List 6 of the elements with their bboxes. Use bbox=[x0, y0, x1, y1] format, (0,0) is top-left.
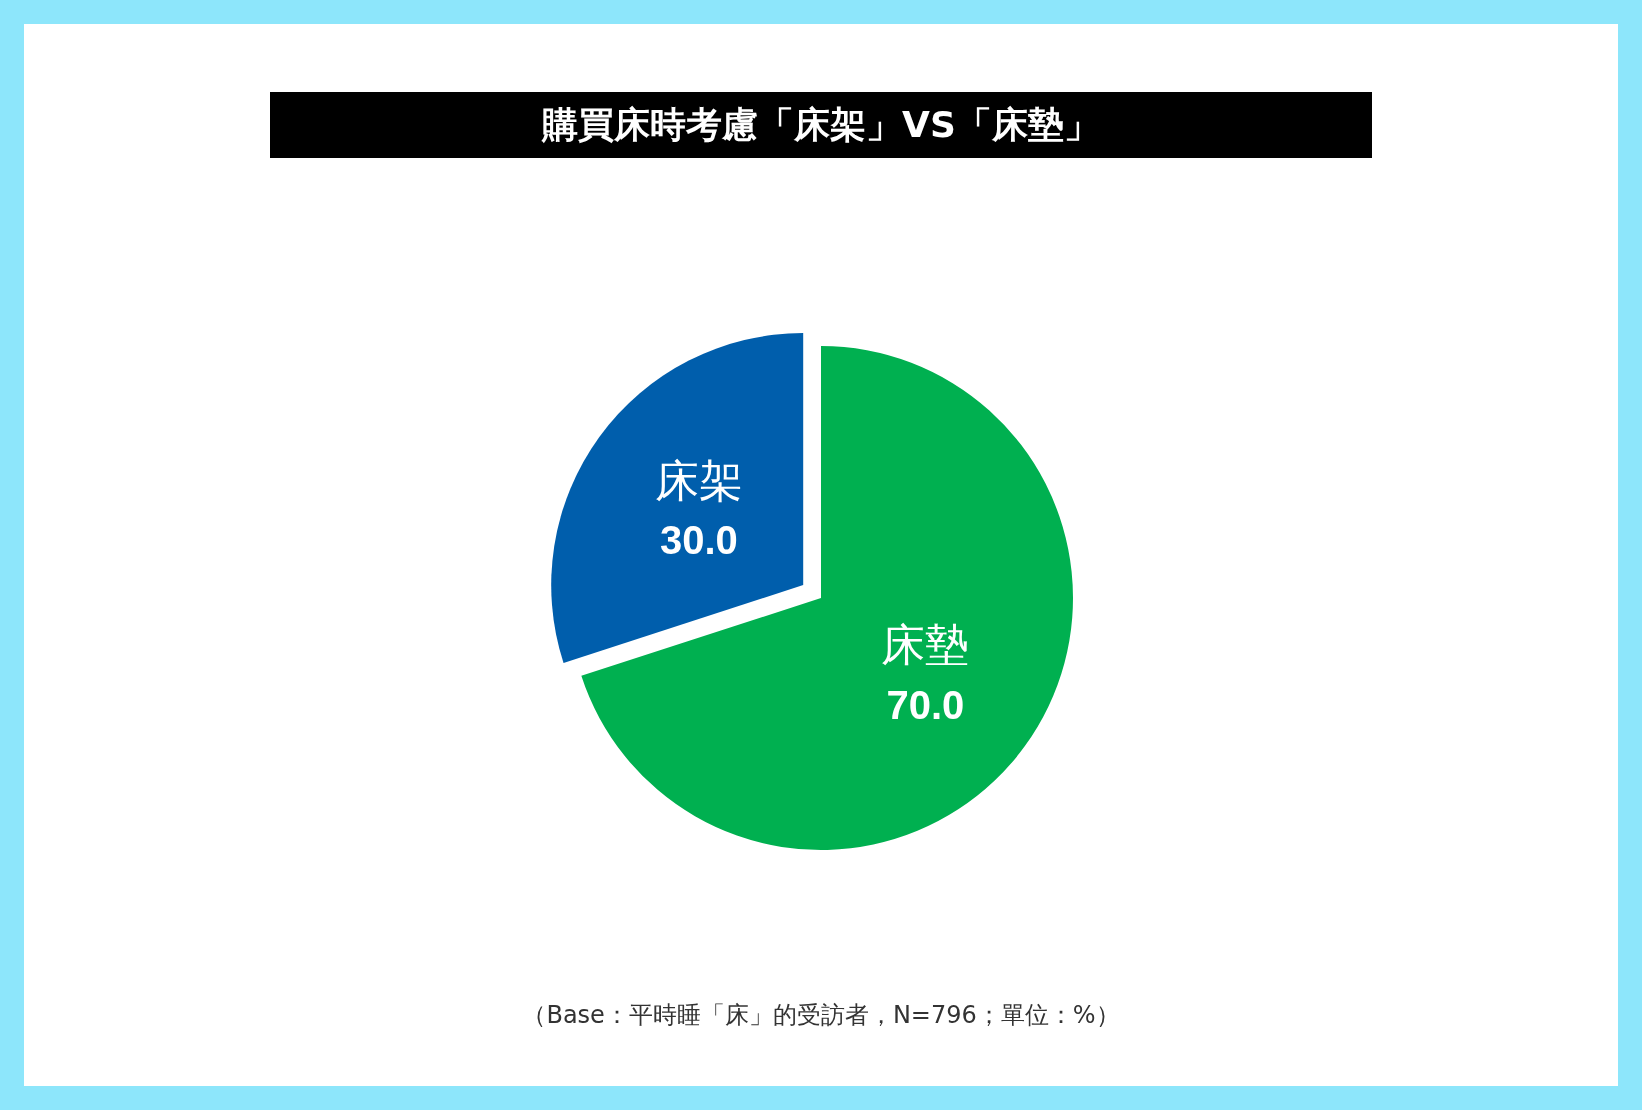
slice-label: 床墊 bbox=[881, 620, 970, 670]
data-label: 30.0 bbox=[659, 518, 738, 563]
text: （Base：平時睡「床」的受訪者，N=796；單位：%） bbox=[521, 1000, 1121, 1031]
data-label: 70.0 bbox=[886, 682, 965, 727]
chart-title: 購買床時考慮「床架」VS「床墊」 bbox=[270, 92, 1372, 158]
slice-label: 床架 bbox=[654, 455, 743, 505]
